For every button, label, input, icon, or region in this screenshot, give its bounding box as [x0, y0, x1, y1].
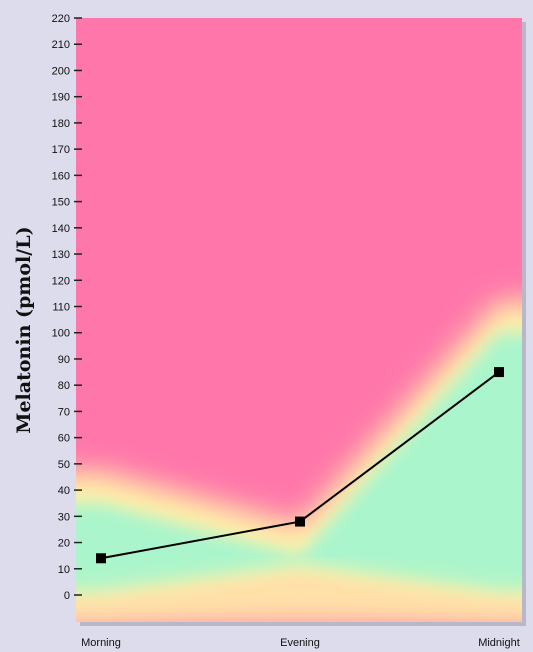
y-tick-label: 70	[58, 406, 70, 418]
plot-background	[76, 18, 522, 622]
y-tick-label: 120	[52, 275, 70, 287]
y-tick-label: 180	[52, 118, 70, 130]
y-tick-label: 20	[58, 538, 70, 550]
y-tick-label: 90	[58, 354, 70, 366]
y-tick-label: 60	[58, 433, 70, 445]
x-tick-label: Midnight	[478, 637, 520, 649]
y-tick-label: 160	[52, 170, 70, 182]
y-tick-label: 110	[52, 302, 70, 314]
series-markers	[96, 367, 504, 564]
x-tick-label: Evening	[280, 637, 320, 649]
y-tick-label: 0	[64, 590, 70, 602]
data-point-marker	[96, 553, 106, 564]
y-tick-label: 170	[52, 144, 70, 156]
y-tick-label: 130	[52, 249, 70, 261]
y-tick-label: 100	[52, 328, 70, 340]
y-tick-label: 40	[58, 485, 70, 497]
y-tick-label: 80	[58, 380, 70, 392]
normal-band	[76, 332, 522, 595]
x-tick-label: Morning	[81, 637, 121, 649]
low-band	[76, 568, 522, 622]
data-point-marker	[494, 367, 504, 378]
y-tick-label: 10	[58, 564, 70, 576]
y-tick-label: 200	[52, 65, 70, 77]
y-tick-label: 50	[58, 459, 70, 471]
x-axis: Morning Evening Midnight	[81, 637, 520, 649]
y-tick-label: 30	[58, 511, 70, 523]
y-tick-label: 220	[52, 13, 70, 25]
y-tick-label: 140	[52, 223, 70, 235]
y-tick-label: 190	[52, 92, 70, 104]
y-tick-label: 210	[52, 39, 70, 51]
data-point-marker	[295, 516, 305, 527]
y-axis-label: Melatonin (pmol/L)	[13, 226, 35, 433]
y-tick-label: 150	[52, 197, 70, 209]
y-axis: 0 10 20 30 40 50 60 70 80 90 100 110 120 130 140 150 160…	[52, 13, 82, 602]
